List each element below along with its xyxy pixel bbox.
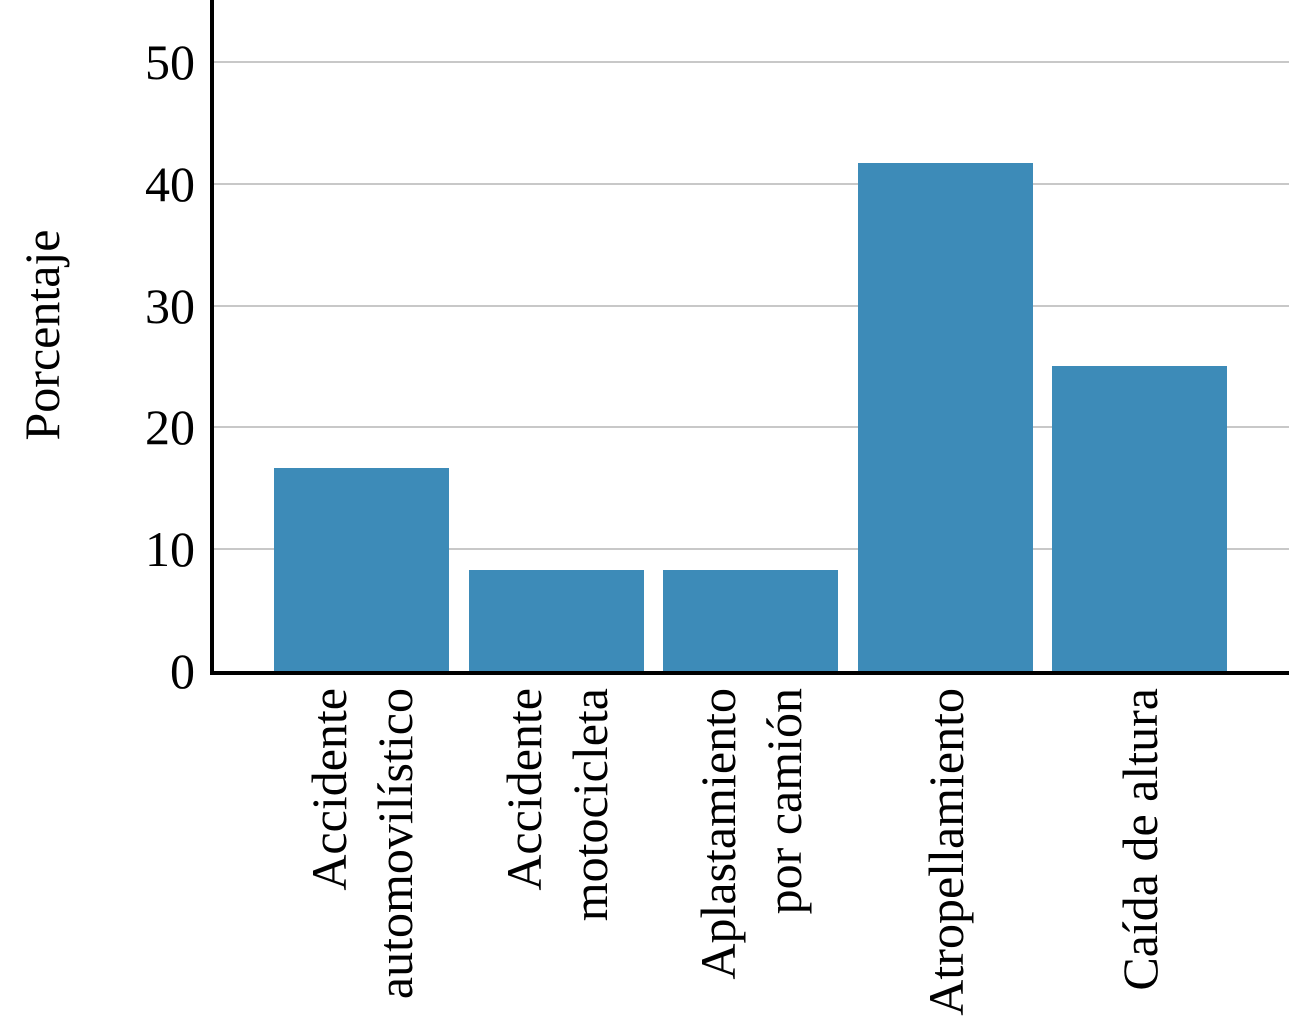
y-axis-line xyxy=(210,0,214,675)
y-tick-label-0: 0 xyxy=(170,643,195,699)
y-tick-label-50: 50 xyxy=(145,34,195,90)
x-axis-line xyxy=(210,671,1289,675)
y-tick-label-40: 40 xyxy=(145,155,195,212)
x-tick-label-text: Atropellamiento xyxy=(918,688,974,1016)
x-tick-label-text: Aplastamiento por camión xyxy=(690,688,812,980)
bar-accidente-motocicleta xyxy=(469,570,644,671)
x-tick-label-text: Accidente automovilístico xyxy=(301,688,423,1000)
y-tick-label-20: 20 xyxy=(145,399,195,456)
x-tick-label-caida-de-altura: Caída de altura xyxy=(1107,688,1289,991)
y-tick-label-30: 30 xyxy=(145,277,195,334)
y-tick-label-10: 10 xyxy=(145,521,195,578)
gridline-10 xyxy=(214,548,1289,551)
x-tick-label-text: Caída de altura xyxy=(1112,688,1168,991)
x-tick-label-text: Accidente motocicleta xyxy=(496,688,618,922)
bar-accidente-automovilistico xyxy=(274,468,449,671)
bar-caida-de-altura xyxy=(1052,366,1227,671)
bar-aplastamiento-por-camion xyxy=(663,570,838,671)
gridline-40 xyxy=(214,182,1289,185)
gridline-50 xyxy=(214,61,1289,63)
gridline-30 xyxy=(214,304,1289,307)
bar-atropellamiento xyxy=(858,163,1033,671)
gridline-20 xyxy=(214,426,1289,429)
